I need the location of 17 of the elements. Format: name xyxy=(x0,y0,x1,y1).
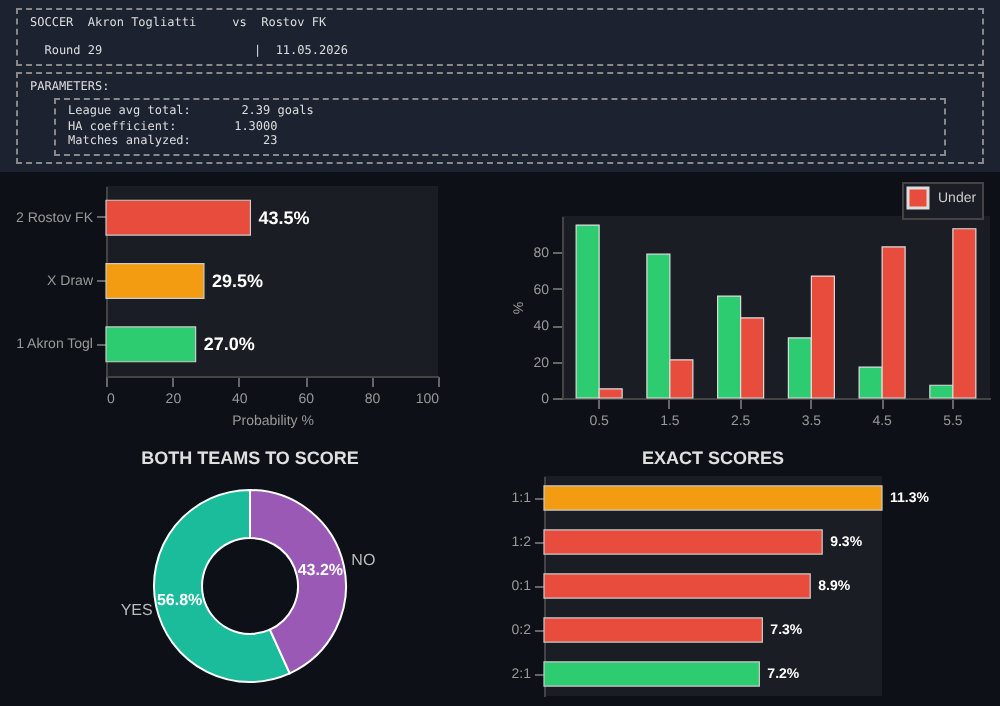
bar xyxy=(105,262,205,300)
bar xyxy=(543,573,811,599)
bar xyxy=(105,326,197,363)
data-label: 43.2% xyxy=(297,560,344,579)
data-label: 56.8% xyxy=(156,591,203,610)
bar xyxy=(543,485,883,511)
data-label: 27.0% xyxy=(203,334,255,355)
data-label: 43.5% xyxy=(258,207,310,228)
chart-title: EXACT SCORES xyxy=(641,448,785,468)
chart-title: BOTH TEAMS TO SCORE xyxy=(141,448,359,468)
bar xyxy=(543,529,823,555)
slice-label: NO xyxy=(351,551,376,570)
slice-label: YES xyxy=(120,600,153,619)
data-label: 29.5% xyxy=(211,271,263,291)
bar xyxy=(543,617,763,643)
bar xyxy=(543,661,760,687)
bar xyxy=(105,199,252,236)
